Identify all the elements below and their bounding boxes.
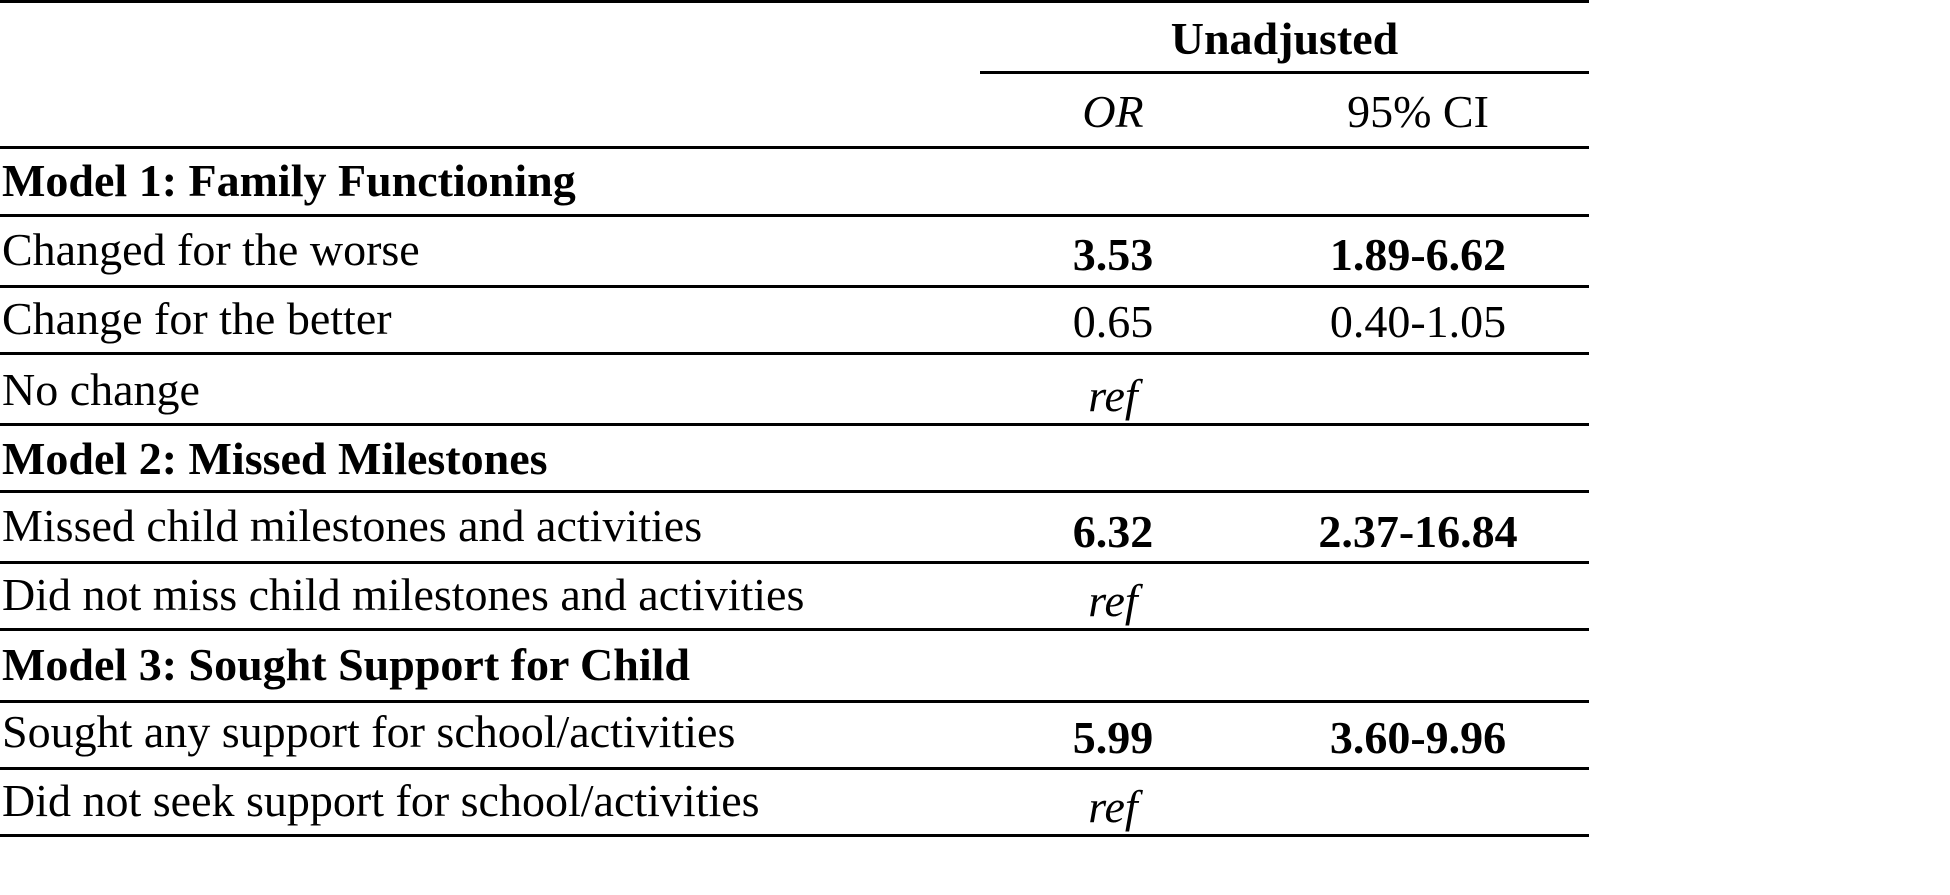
row-rule — [0, 423, 1589, 426]
row-rule — [0, 628, 1589, 631]
header-bottom-rule — [0, 146, 1589, 149]
row-rule — [0, 490, 1589, 493]
row-or-ref: ref — [1088, 781, 1138, 832]
row-label: Did not seek support for school/activiti… — [2, 775, 760, 826]
row-or-value: 3.53 — [1072, 229, 1154, 280]
row-or-ref: ref — [1088, 370, 1138, 421]
row-ci-value: 3.60-9.96 — [1329, 712, 1507, 763]
section-title: Model 3: Sought Support for Child — [2, 639, 691, 690]
row-rule — [0, 700, 1589, 703]
row-rule — [0, 285, 1589, 288]
row-rule — [0, 561, 1589, 564]
group-header-unadjusted: Unadjusted — [1170, 13, 1399, 64]
row-label: Sought any support for school/activities — [2, 706, 736, 757]
column-header-or: OR — [1082, 86, 1144, 137]
row-rule — [0, 352, 1589, 355]
row-label: Changed for the worse — [2, 224, 420, 275]
row-label: Change for the better — [2, 293, 392, 344]
section-title: Model 2: Missed Milestones — [2, 433, 548, 484]
row-or-value: 6.32 — [1072, 506, 1154, 557]
row-rule — [0, 214, 1589, 217]
row-ci-value: 2.37-16.84 — [1318, 506, 1518, 557]
column-header-ci: 95% CI — [1347, 86, 1489, 137]
row-ci-value: 1.89-6.62 — [1329, 229, 1507, 280]
group-header-rule — [980, 71, 1589, 74]
row-label: Missed child milestones and activities — [2, 500, 703, 551]
row-rule — [0, 767, 1589, 770]
row-or-value: 0.65 — [1072, 296, 1154, 347]
section-title: Model 1: Family Functioning — [2, 155, 576, 206]
row-label: No change — [2, 364, 200, 415]
row-ci-value: 0.40-1.05 — [1329, 296, 1507, 347]
row-or-value: 5.99 — [1072, 712, 1154, 763]
bottom-rule — [0, 834, 1589, 837]
top-rule — [0, 0, 1589, 3]
row-or-ref: ref — [1088, 575, 1138, 626]
row-label: Did not miss child milestones and activi… — [2, 569, 805, 620]
